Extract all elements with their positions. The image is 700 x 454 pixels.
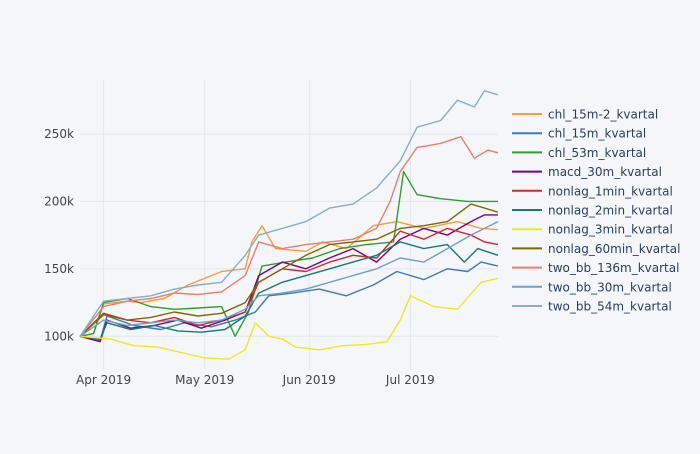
x-tick-label: Jul 2019 xyxy=(385,373,435,387)
legend[interactable]: chl_15m-2_kvartal chl_15m_kvartal chl_53m_… xyxy=(512,108,681,314)
legend-item-nonlag_2min_kvartal[interactable]: nonlag_2min_kvartal xyxy=(512,204,673,218)
legend-item-nonlag_1min_kvartal[interactable]: nonlag_1min_kvartal xyxy=(512,184,673,198)
legend-label: nonlag_3min_kvartal xyxy=(548,223,673,237)
y-tick-label: 150k xyxy=(44,262,74,276)
legend-item-two_bb_136m_kvartal[interactable]: two_bb_136m_kvartal xyxy=(512,261,679,275)
y-tick-label: 200k xyxy=(44,194,74,208)
axis-layer: 100k 150k 200k 250k Apr 2019 May 2019 Jun 2019… xyxy=(44,127,435,387)
legend-label: nonlag_2min_kvartal xyxy=(548,204,673,218)
legend-item-macd_30m_kvartal[interactable]: macd_30m_kvartal xyxy=(512,165,662,179)
series-line-macd_30m_kvartal[interactable] xyxy=(79,214,498,343)
legend-item-chl_53m_kvartal[interactable]: chl_53m_kvartal xyxy=(512,146,646,160)
series-line-nonlag_1min_kvartal[interactable] xyxy=(79,227,499,337)
y-tick-label: 250k xyxy=(44,127,74,141)
grid-layer xyxy=(80,80,498,370)
legend-label: chl_53m_kvartal xyxy=(548,146,646,160)
series-line-two_bb_54m_kvartal[interactable] xyxy=(79,90,499,337)
series-line-nonlag_3min_kvartal[interactable] xyxy=(79,277,499,360)
legend-label: chl_15m-2_kvartal xyxy=(548,108,658,122)
x-tick-label: Jun 2019 xyxy=(282,373,336,387)
legend-item-two_bb_54m_kvartal[interactable]: two_bb_54m_kvartal xyxy=(512,300,672,314)
legend-label: nonlag_1min_kvartal xyxy=(548,184,673,198)
series-line-chl_15m-2_kvartal[interactable] xyxy=(79,220,499,337)
x-tick-label: May 2019 xyxy=(175,373,234,387)
legend-label: chl_15m_kvartal xyxy=(548,127,646,141)
series-line-chl_15m_kvartal[interactable] xyxy=(79,261,499,341)
legend-label: two_bb_30m_kvartal xyxy=(548,280,672,294)
series-line-nonlag_2min_kvartal[interactable] xyxy=(79,241,499,340)
series-line-chl_53m_kvartal[interactable] xyxy=(79,171,498,337)
legend-label: two_bb_136m_kvartal xyxy=(548,261,679,275)
legend-item-nonlag_60min_kvartal[interactable]: nonlag_60min_kvartal xyxy=(512,242,681,256)
series-line-two_bb_30m_kvartal[interactable] xyxy=(79,220,499,337)
legend-item-chl_15m-2_kvartal[interactable]: chl_15m-2_kvartal xyxy=(512,108,658,122)
legend-label: two_bb_54m_kvartal xyxy=(548,300,672,314)
x-tick-label: Apr 2019 xyxy=(76,373,131,387)
legend-item-two_bb_30m_kvartal[interactable]: two_bb_30m_kvartal xyxy=(512,280,672,294)
y-tick-label: 100k xyxy=(44,329,74,343)
legend-label: macd_30m_kvartal xyxy=(548,165,662,179)
legend-label: nonlag_60min_kvartal xyxy=(548,242,681,256)
series-layer xyxy=(79,90,499,360)
series-line-nonlag_60min_kvartal[interactable] xyxy=(79,203,499,337)
series-line-two_bb_136m_kvartal[interactable] xyxy=(79,136,499,337)
legend-item-chl_15m_kvartal[interactable]: chl_15m_kvartal xyxy=(512,127,646,141)
legend-item-nonlag_3min_kvartal[interactable]: nonlag_3min_kvartal xyxy=(512,223,673,237)
